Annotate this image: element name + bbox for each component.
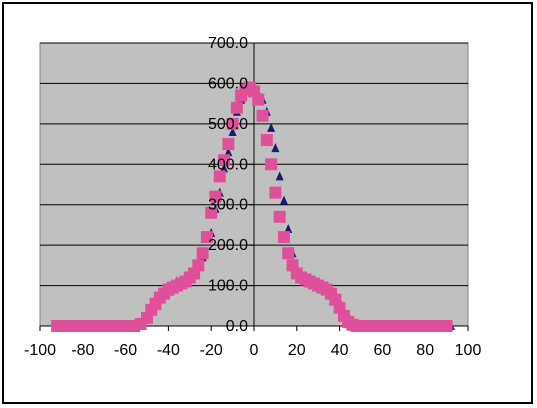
x-tick-label-9: 80 <box>416 342 434 359</box>
series-2-point-32 <box>230 101 243 114</box>
series-2-point-24 <box>196 247 209 260</box>
series-2-point-43 <box>277 231 290 244</box>
series-2-point-31 <box>226 117 239 130</box>
x-tick-label-3: -40 <box>157 342 180 359</box>
x-tick-label-2: -60 <box>114 342 137 359</box>
series-1-point-33 <box>284 223 293 233</box>
y-tick-label-4: 400.0 <box>208 156 248 173</box>
x-tick-label-4: -20 <box>200 342 223 359</box>
series-2-point-30 <box>222 138 235 151</box>
series-1-point-31 <box>275 171 284 181</box>
y-tick-label-2: 200.0 <box>208 237 248 254</box>
series-2-point-39 <box>260 134 273 147</box>
data-series <box>51 81 455 332</box>
series-1-point-29 <box>267 122 276 132</box>
series-1-point-32 <box>279 195 288 205</box>
y-tick-label-3: 300.0 <box>208 197 248 214</box>
series-2-point-26 <box>205 206 218 219</box>
series-2-point-23 <box>192 259 205 272</box>
series-2-point-28 <box>213 170 226 183</box>
series-1-point-19 <box>224 147 233 157</box>
tick-labels: -100 -80 -60 -40 -20 0 20 40 60 80 100 0.0 100.0 200.… <box>24 35 481 359</box>
x-tick-label-5: 0 <box>250 342 259 359</box>
series-2-point-41 <box>269 186 282 199</box>
x-tick-label-0: -100 <box>24 342 56 359</box>
x-tick-label-10: 100 <box>455 342 482 359</box>
y-tick-label-7: 700.0 <box>208 35 248 52</box>
series-2-point-29 <box>218 154 231 167</box>
series-2-point-44 <box>282 247 295 260</box>
chart-frame: -100 -80 -60 -40 -20 0 20 40 60 80 100 0.0 100.0 200.… <box>2 2 533 404</box>
y-tick-label-6: 600.0 <box>208 75 248 92</box>
series-2-point-42 <box>273 210 286 223</box>
x-tick-label-8: 60 <box>374 342 392 359</box>
x-tick-label-1: -80 <box>71 342 94 359</box>
series-1-point-18 <box>220 163 229 173</box>
series-2-point-25 <box>200 231 213 244</box>
series-1-point-20 <box>228 126 237 136</box>
scatter-chart: -100 -80 -60 -40 -20 0 20 40 60 80 100 0.0 100.0 200.… <box>24 35 481 359</box>
series-2-point-38 <box>256 109 269 122</box>
series-2-point-40 <box>265 158 278 171</box>
series-2-point-71 <box>440 320 453 332</box>
x-tick-label-6: 20 <box>288 342 306 359</box>
x-tick-label-7: 40 <box>331 342 349 359</box>
series-2-point-37 <box>252 93 265 106</box>
y-tick-label-0: 0.0 <box>226 318 248 335</box>
series-1-point-30 <box>271 143 280 153</box>
series-2 <box>51 81 453 332</box>
series-2-point-27 <box>209 190 222 203</box>
y-tick-label-5: 500.0 <box>208 116 248 133</box>
y-tick-label-1: 100.0 <box>208 278 248 295</box>
